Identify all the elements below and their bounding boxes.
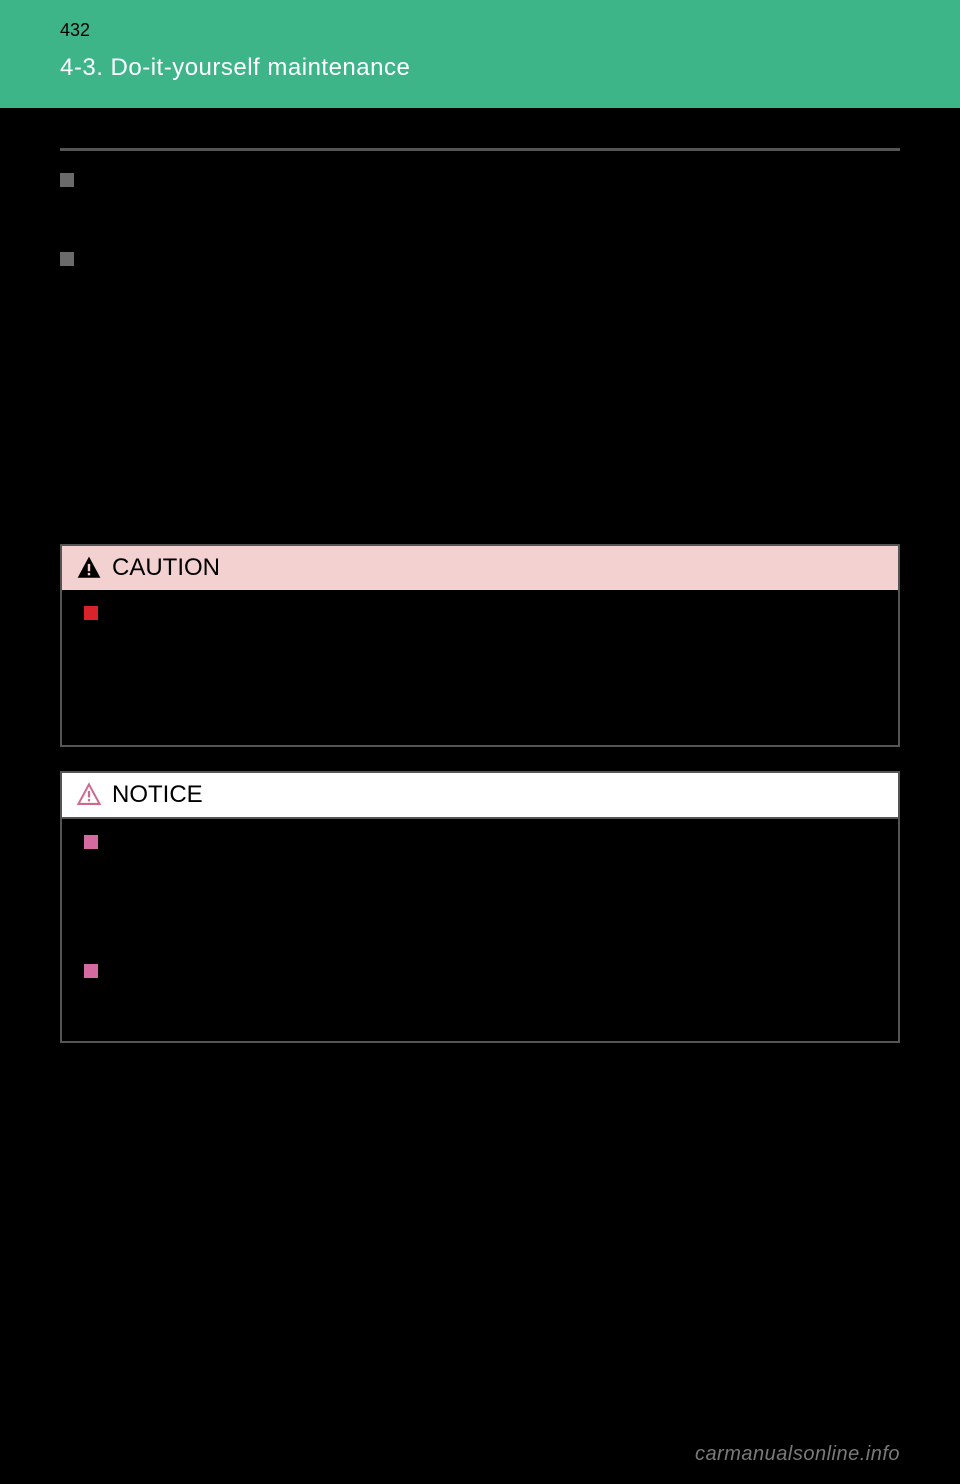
section-title: Brake fluid can absorb moisture from the… [60,250,900,272]
warning-triangle-outline-icon [76,782,102,808]
square-bullet-pink-icon [84,835,98,849]
paragraph: FMVSS No.116 DOT 3 or SAE J1703 brake fl… [84,201,900,230]
section-fluid-type: Fluid type FMVSS No.116 DOT 3 or SAE J17… [60,171,900,230]
notice-box: NOTICE If the fluid level is low or high… [60,771,900,1043]
footer-watermark: carmanualsonline.info [695,1443,900,1466]
notice-body: If the fluid level is low or high It is … [62,819,898,1041]
square-bullet-pink-icon [84,964,98,978]
square-bullet-icon [60,173,74,187]
paragraph: Have the brake fluid changed by your Lex… [108,989,876,1017]
header-title: 4-3. Do-it-yourself maintenance [60,54,900,82]
content-area: Fluid type FMVSS No.116 DOT 3 or SAE J17… [0,108,960,1043]
square-bullet-icon [60,252,74,266]
caution-header: CAUTION [62,546,898,590]
list-item: The engine oil pressure [84,458,900,488]
section-moisture: Brake fluid can absorb moisture from the… [60,250,900,524]
paragraph: It is normal for the brake fluid level t… [108,860,876,916]
notice-header: NOTICE [62,773,898,819]
notice-item-title: When brake fluid is to be changed [84,962,876,983]
divider [60,148,900,151]
paragraph: If the reservoir needs frequent refillin… [108,922,876,950]
caution-item-title: When filling the reservoir [84,604,876,625]
list-item: The engine coolant temperature [84,494,900,524]
caution-body: When filling the reservoir Take care, as… [62,590,898,745]
paragraph: Excess moisture in the fluid can cause a… [84,280,900,339]
list-item: The parking brake [84,385,900,415]
notice-item-title: If the fluid level is low or high [84,833,876,854]
section-title: Fluid type [60,171,900,193]
caution-box: CAUTION When filling the reservoir Take … [60,544,900,747]
warning-triangle-icon [76,555,102,581]
caution-label: CAUTION [112,554,220,582]
bullet-list: The parking brake The brake fluid level … [84,385,900,525]
notice-item-title-text: When brake fluid is to be changed [108,962,380,982]
page-root: { "page_number": "432", "header": "4-3. … [0,0,960,1484]
notice-item-title-text: If the fluid level is low or high [108,833,338,853]
paragraph: If fluid gets on your hands or in your e… [108,665,876,721]
paragraph: Take care, as brake fluid can harm your … [108,631,876,659]
caution-item-title-text: When filling the reservoir [108,604,306,624]
section-title-text: Fluid type [82,171,164,192]
page-number: 432 [60,20,90,41]
section-title-text: Brake fluid can absorb moisture from the… [82,250,451,271]
paragraph: If any of these wear indicators remain O… [84,347,900,376]
page-header: 4-3. Do-it-yourself maintenance [0,0,960,108]
square-bullet-red-icon [84,606,98,620]
notice-label: NOTICE [112,781,203,809]
list-item: The brake fluid level [84,421,900,451]
